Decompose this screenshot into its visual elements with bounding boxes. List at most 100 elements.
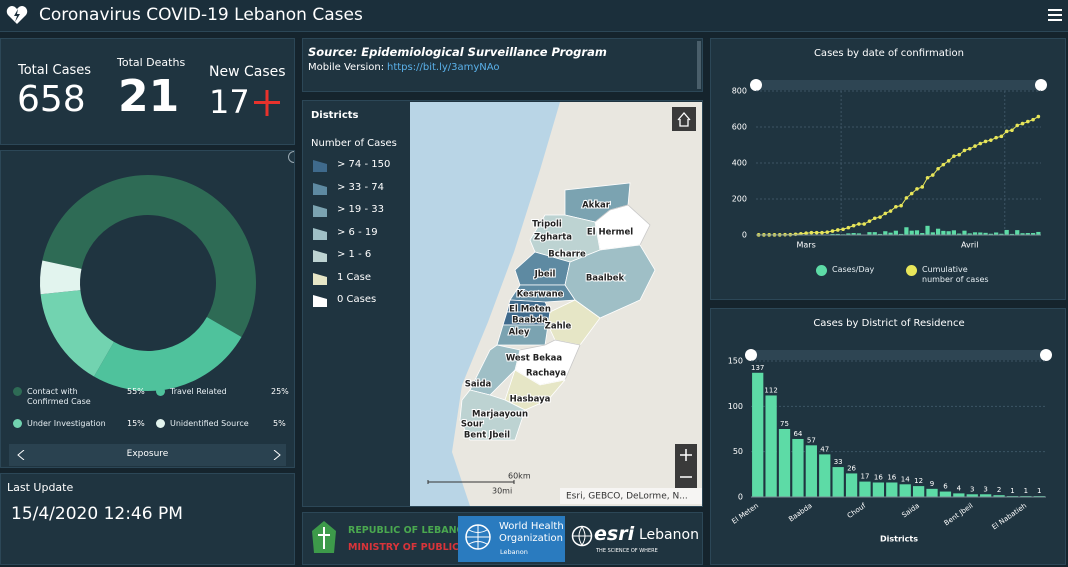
who-line: Organization <box>499 533 563 544</box>
bar <box>957 233 962 235</box>
legend-dot <box>156 419 165 428</box>
bar <box>872 482 885 497</box>
bar <box>765 395 777 497</box>
scale-label: 30mi <box>492 487 512 496</box>
line-point <box>973 144 977 148</box>
data-label: 16 <box>887 473 896 481</box>
bar <box>778 429 791 497</box>
district-label: Bcharre <box>548 250 586 260</box>
donut-slice <box>40 260 82 295</box>
slider-handle[interactable] <box>1035 79 1047 91</box>
district-label: Marjaayoun <box>472 410 528 420</box>
line-point <box>1036 114 1041 119</box>
timeline-chart: Cases by date of confirmation 0 200 400 600 8… <box>732 48 1047 250</box>
home-button[interactable] <box>672 107 696 131</box>
bar <box>988 233 993 235</box>
expand-button[interactable] <box>287 150 295 164</box>
swatch-shape <box>313 182 327 195</box>
line-point <box>830 229 835 233</box>
line-point <box>1020 121 1025 126</box>
y-tick-label: 0 <box>738 493 743 502</box>
bar <box>999 233 1004 235</box>
attribution: Esri, GEBCO, DeLorme, N... <box>566 492 688 502</box>
legend-item: Cumulative number of cases <box>906 265 992 285</box>
line-point <box>883 211 888 216</box>
y-tick-label: 200 <box>732 195 747 204</box>
slider-handle[interactable] <box>750 79 762 91</box>
bar <box>1025 233 1030 235</box>
bar <box>909 230 914 235</box>
bar <box>1004 229 1009 235</box>
legend-label: > 74 - 150 <box>337 159 391 170</box>
legend-value: 15% <box>127 419 145 428</box>
district-label: Baabda <box>512 316 548 326</box>
x-tick-label: Baabda <box>787 502 813 524</box>
district-label: Tripoli <box>532 220 562 230</box>
range-slider[interactable] <box>756 80 1041 90</box>
donut-slice <box>42 175 256 337</box>
next-button[interactable] <box>273 450 281 460</box>
line-point <box>872 216 877 221</box>
previous-button[interactable] <box>17 450 25 460</box>
x-tick-label: Avril <box>961 241 978 250</box>
x-tick-label: Saida <box>900 502 920 520</box>
legend-dot <box>816 265 827 276</box>
line-point <box>820 230 824 235</box>
app-title: Coronavirus COVID-19 Lebanon Cases <box>39 5 363 25</box>
increase-icon <box>254 90 280 116</box>
legend-label: 1 Case <box>337 271 372 283</box>
data-label: 4 <box>957 484 962 492</box>
bar <box>856 233 862 235</box>
map[interactable]: Akkar Tripoli Zgharta El Hermel Bcharre Jbeil… <box>410 102 702 506</box>
bar <box>1020 233 1025 235</box>
data-label: 6 <box>943 483 948 491</box>
map-legend-title: Districts <box>311 110 359 121</box>
legend-label: 0 Cases <box>337 294 377 305</box>
district-label: West Bekaa <box>506 354 563 364</box>
legend-swatch <box>313 295 327 307</box>
slider-handle[interactable] <box>745 349 757 361</box>
district-label: Zahle <box>545 322 572 332</box>
legend-label: > 1 - 6 <box>337 249 372 260</box>
bar <box>935 228 941 235</box>
moph-line: MINISTRY OF PUBLIC HEALTH <box>348 542 504 553</box>
line-point <box>1026 119 1030 124</box>
line-point <box>941 162 946 167</box>
legend-dot <box>13 387 22 396</box>
mobile-link[interactable]: https://bit.ly/3amyNAo <box>387 62 500 73</box>
esri-country: Lebanon <box>639 527 699 543</box>
line-point <box>862 222 866 226</box>
range-slider[interactable] <box>751 350 1046 360</box>
y-tick-label: 150 <box>728 357 743 366</box>
x-tick-label: El Nabatieh <box>991 502 1029 532</box>
bar <box>946 231 951 235</box>
bar <box>883 231 888 235</box>
district-label: Zgharta <box>534 233 572 243</box>
bar <box>978 232 983 235</box>
data-label: 3 <box>983 485 987 493</box>
scrollbar[interactable] <box>697 41 701 89</box>
line-point <box>1004 129 1009 134</box>
bar <box>859 481 871 497</box>
x-axis-title: Districts <box>880 535 918 544</box>
line-point <box>1015 123 1020 128</box>
who-line: Lebanon <box>500 548 528 556</box>
slider-handle[interactable] <box>1040 349 1052 361</box>
line-point <box>804 231 808 235</box>
menu-button[interactable] <box>1048 8 1062 22</box>
data-label: 33 <box>834 458 843 466</box>
bar <box>752 372 764 497</box>
legend-item: Contact with Confirmed Case <box>13 387 115 407</box>
district-label: Sour <box>461 420 484 430</box>
line-point <box>931 173 935 177</box>
stat-label: Total Deaths <box>117 56 186 69</box>
legend-swatch <box>313 160 327 172</box>
bar <box>983 232 988 235</box>
bar <box>1036 231 1041 235</box>
stat-label: Total Cases <box>18 63 92 78</box>
legend-label: > 19 - 33 <box>337 204 384 215</box>
data-label: 57 <box>807 436 816 444</box>
legend-label: Travel Related <box>170 387 227 396</box>
line-point <box>952 154 956 158</box>
line-point <box>809 230 814 235</box>
